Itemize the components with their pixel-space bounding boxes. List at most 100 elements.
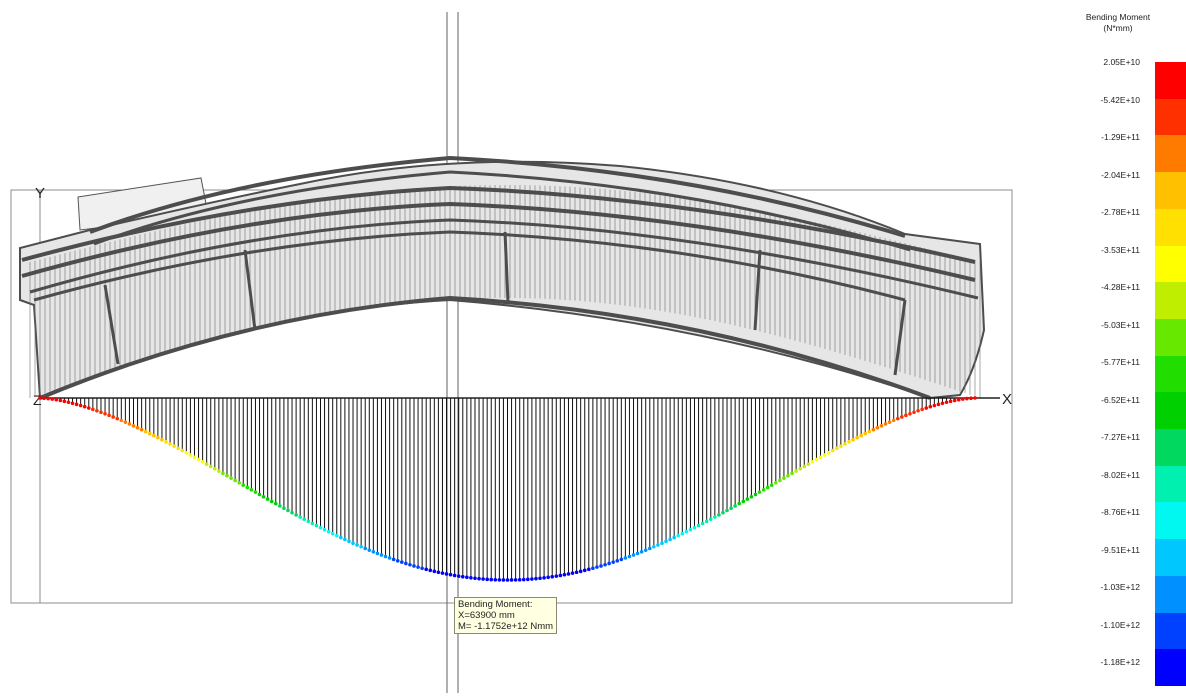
moment-point (867, 429, 872, 434)
moment-point (213, 466, 217, 471)
moment-point (225, 473, 229, 478)
moment-point (582, 568, 587, 573)
moment-point (420, 566, 424, 571)
moment-point (456, 574, 461, 578)
moment-point (920, 407, 924, 412)
x-axis-label: X (1002, 391, 1012, 408)
moment-point (168, 442, 172, 446)
moment-point (668, 537, 672, 542)
moment-point (485, 577, 489, 582)
moment-point (749, 494, 754, 499)
moment-point (851, 437, 855, 442)
moment-point (956, 397, 961, 402)
moment-point (570, 571, 575, 575)
moment-point (123, 420, 128, 424)
moment-point (619, 557, 624, 562)
moment-point (928, 404, 933, 409)
moment-point (135, 425, 140, 430)
legend-value-label: -8.76E+11 (1101, 507, 1140, 517)
moment-point (733, 504, 737, 508)
legend-value-label: 2.05E+10 (1103, 57, 1140, 67)
legend-value-label: -5.03E+11 (1101, 319, 1140, 330)
moment-point (265, 497, 270, 501)
moment-point (688, 527, 693, 532)
moment-point (339, 535, 343, 540)
moment-point (127, 422, 132, 426)
moment-point (656, 543, 660, 547)
moment-point (465, 575, 469, 580)
moment-point (704, 519, 709, 524)
moment-point (554, 574, 559, 578)
moment-point (717, 513, 721, 517)
moment-point (936, 402, 941, 407)
moment-point (493, 577, 498, 582)
moment-point (172, 444, 176, 448)
moment-point (143, 429, 148, 434)
legend-value-label: -8.02E+11 (1101, 469, 1140, 480)
moment-point (66, 400, 71, 405)
moment-point (521, 577, 526, 582)
moment-point (184, 450, 189, 455)
moment-point (969, 396, 973, 400)
moment-point (778, 478, 782, 483)
moment-point (595, 565, 599, 569)
moment-point (111, 415, 115, 419)
moment-point (684, 529, 689, 534)
moment-point (912, 410, 916, 415)
moment-point (883, 422, 888, 426)
tooltip-probe: Bending Moment: X=63900 mm M= -1.1752e+1… (454, 597, 558, 634)
moment-point (607, 561, 611, 566)
moment-point (790, 471, 794, 476)
legend-color-swatch (1155, 208, 1186, 247)
moment-point (290, 510, 294, 515)
moment-point (603, 562, 607, 567)
moment-point (908, 411, 912, 416)
moment-point (900, 415, 904, 419)
moment-point (741, 499, 746, 504)
legend-title-unit: (N*mm) (1103, 23, 1133, 33)
moment-point (587, 567, 591, 572)
moment-point (509, 578, 514, 582)
moment-point (91, 407, 95, 412)
moment-point (139, 427, 144, 432)
moment-point (318, 525, 323, 530)
legend-color-swatch (1155, 282, 1186, 320)
moment-point (147, 431, 152, 436)
moment-point (306, 519, 311, 524)
moment-point (208, 464, 213, 469)
moment-point (204, 462, 209, 466)
moment-point (513, 578, 518, 582)
moment-point (54, 397, 59, 402)
moment-point (176, 446, 181, 451)
moment-point (229, 476, 233, 480)
moment-point (505, 578, 510, 582)
moment-point (404, 561, 408, 566)
moment-point (245, 485, 250, 490)
moment-point (180, 448, 185, 453)
moment-point (424, 567, 428, 572)
moment-point (599, 564, 603, 568)
moment-point (802, 464, 807, 469)
legend-color-swatch (1155, 392, 1186, 430)
moment-point (82, 404, 87, 409)
moment-point (314, 523, 319, 528)
moment-point (660, 541, 664, 545)
y-axis-label: Y (35, 185, 45, 202)
legend-value-label: -6.52E+11 (1101, 394, 1140, 405)
moment-point (871, 427, 876, 432)
z-axis-label: Z (33, 392, 42, 408)
legend-value-label: -2.04E+11 (1101, 169, 1140, 180)
moment-point (765, 485, 770, 490)
moment-point (843, 442, 847, 446)
moment-point (42, 396, 46, 400)
legend-color-swatch (1155, 429, 1186, 467)
moment-point (591, 566, 595, 571)
moment-point (489, 577, 494, 582)
moment-point (627, 554, 632, 559)
moment-point (400, 560, 404, 564)
moment-point (680, 531, 685, 536)
legend-color-swatch (1155, 502, 1186, 540)
moment-point (721, 510, 725, 515)
